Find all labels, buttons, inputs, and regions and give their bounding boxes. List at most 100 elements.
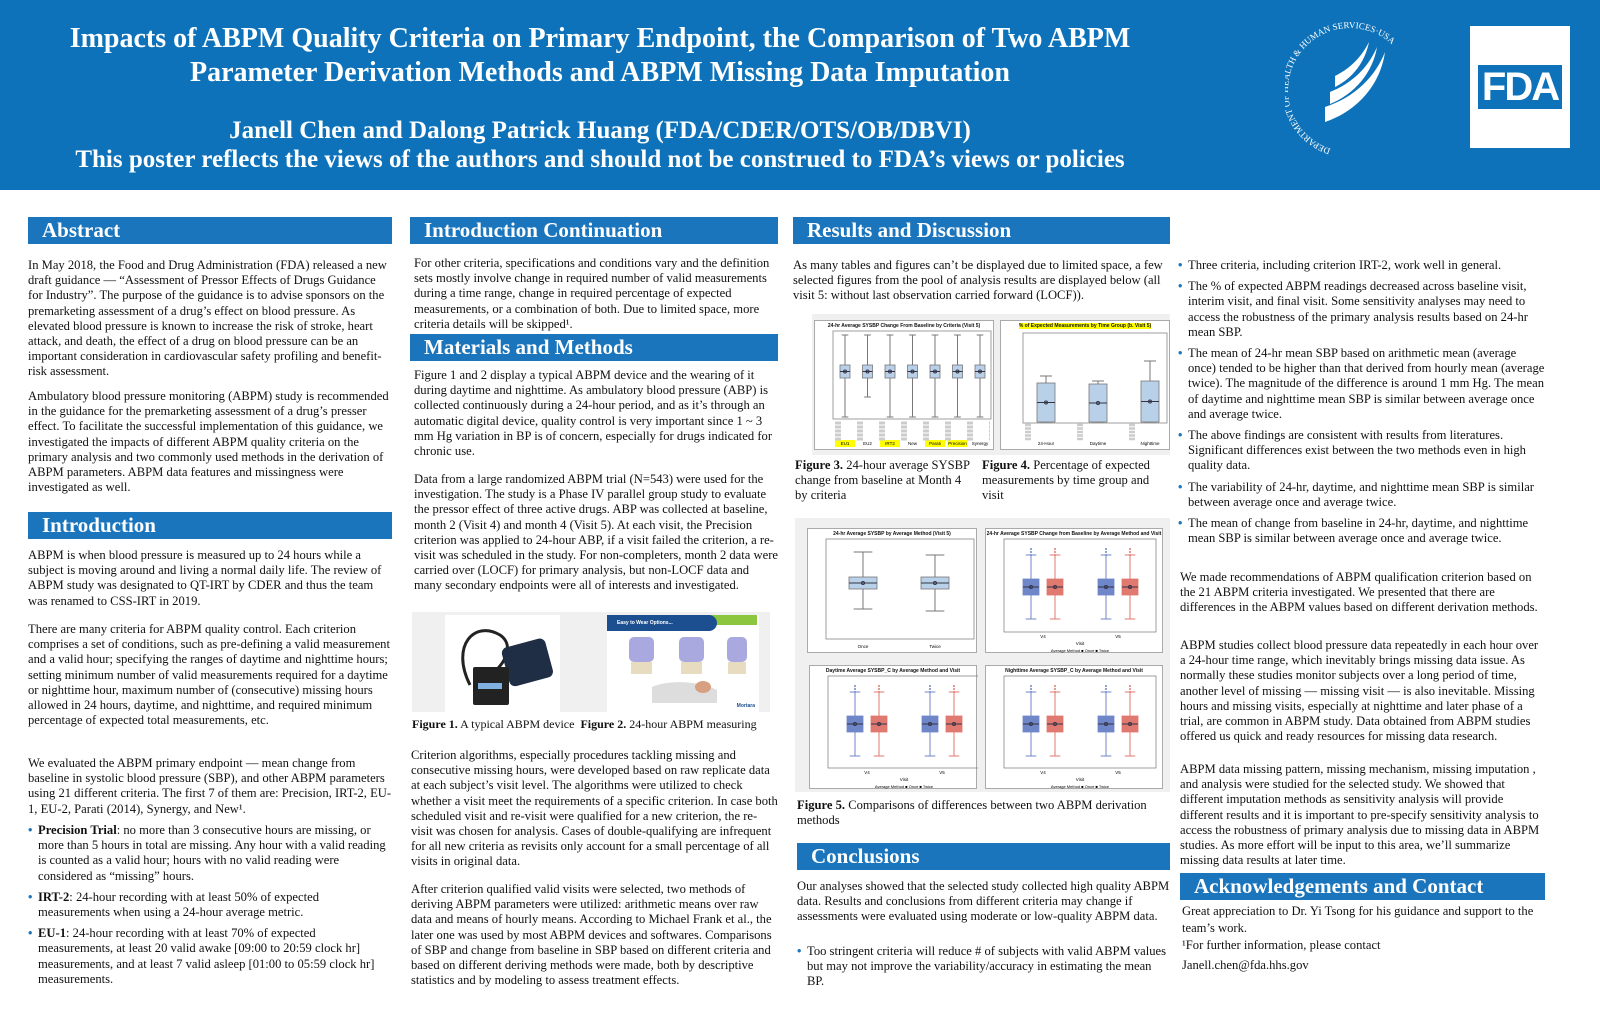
wear-banner: Easy to Wear Options... [607,615,717,631]
conclusions-p1: Our analyses showed that the selected st… [797,879,1170,924]
outlier-point [878,685,880,687]
category-label: Synergy [972,441,989,446]
mean-marker [1128,722,1132,726]
category-label: Parati [929,441,941,446]
category-label: Daytime [1090,441,1107,446]
criteria-item: EU-1: 24-hour recording with at least 70… [28,926,392,987]
outlier-point [1105,688,1107,690]
visit-label: V4 [1040,770,1046,775]
outlier-point [929,691,931,693]
outlier-point [1105,685,1107,687]
outlier-point [953,688,955,690]
finding-item: The mean of 24-hr mean SBP based on arit… [1178,346,1545,422]
acknowledgements-p1: Great appreciation to Dr. Yi Tsong for h… [1182,904,1534,935]
introduction-p3: We evaluated the ABPM primary endpoint —… [28,756,392,816]
methods-p4: After criterion qualified valid visits w… [411,882,772,988]
outlier-point [929,688,931,690]
figure-5-panel: 24-hr Average SYSBP by Average Method (V… [795,518,1170,792]
criteria-item: IRT-2: 24-hour recording with at least 5… [28,890,392,920]
figure-5c: Daytime Average SYSBP_C by Average Metho… [809,665,978,789]
outlier-point [1105,551,1107,553]
figure-4-title: % of Expected Measurements by Time Group… [1018,323,1152,329]
x-axis-label: Visit [900,777,909,782]
mean-marker [910,369,915,374]
fda-logo: FDA [1470,26,1570,148]
figure-5b-title: 24-hr Average SYSBP Change from Baseline… [986,531,1162,537]
outlier-point [854,691,856,693]
outlier-point [878,691,880,693]
contact-text: ¹For further information, please contact [1182,938,1381,952]
intro-continuation-p1: For other criteria, specifications and c… [414,256,770,331]
category-label: Once [858,644,869,649]
results-heading: Results and Discussion [793,217,1170,244]
poster-title-line2: Parameter Derivation Methods and ABPM Mi… [190,57,1010,88]
outlier-point [1054,551,1056,553]
mean-marker [933,581,937,585]
category-label: EU2 [863,441,872,446]
figure-5-caption: Figure 5. Comparisons of differences bet… [797,798,1147,828]
abstract-p1: In May 2018, the Food and Drug Administr… [28,258,387,379]
figure-4-boxplot: % of Expected Measurements by Time Group… [1000,320,1170,450]
plot-frame [1022,332,1168,424]
category-label: New [908,441,918,446]
outlier-point [1030,551,1032,553]
x-axis-label: Visit [1076,641,1085,646]
outlier-point [1030,554,1032,556]
mean-marker [1104,722,1108,726]
plot-frame [832,330,992,420]
figure-3-caption: Figure 3. 24-hour average SYSBP change f… [795,458,970,503]
outlier-point [929,685,931,687]
finding-item: The mean of change from baseline in 24-h… [1178,516,1545,546]
abstract-heading: Abstract [28,217,392,244]
finding-item: The above findings are consistent with r… [1178,428,1545,474]
mean-marker [1053,585,1057,589]
visit-label: V4 [864,770,870,775]
legend: Average Method ■ Once ■ Twice [1051,784,1110,789]
acknowledgements-heading: Acknowledgements and Contact [1180,873,1545,900]
figure-1-2-caption: Figure 1. A typical ABPM device Figure 2… [412,717,757,731]
category-label: 24-Hour [1038,441,1055,446]
mean-marker [888,369,892,374]
outlier-point [1105,554,1107,556]
introduction-heading: Introduction [28,512,392,539]
figure-5a: 24-hr Average SYSBP by Average Method (V… [807,528,977,653]
outlier-point [1054,554,1056,556]
mean-marker [1096,401,1100,405]
legend: Average Method ■ Once ■ Twice [1051,648,1110,653]
abpm-device-image [445,615,560,712]
results-findings-list: Three criteria, including criterion IRT-… [1178,258,1545,552]
results-p4: ABPM data missing pattern, missing mecha… [1180,762,1540,868]
outlier-point [1054,685,1056,687]
conclusions-list: Too stringent criteria will reduce # of … [797,944,1170,996]
outlier-point [953,691,955,693]
mean-marker [1053,722,1057,726]
mean-marker [1128,585,1132,589]
results-p1: As many tables and figures can’t be disp… [793,258,1163,303]
figure-3-boxplot: 24-hr Average SYSBP Change From Baseline… [814,320,994,450]
outlier-point [1054,548,1056,550]
mean-marker [1148,399,1152,404]
mean-marker [877,722,881,726]
mean-marker [955,369,960,374]
disclaimer: This poster reflects the views of the au… [75,146,1125,173]
visit-label: V5 [939,770,945,775]
introduction-p2: There are many criteria for ABPM quality… [28,622,390,728]
mortara-logo: Mortara [736,703,755,709]
mean-marker [853,722,857,726]
plot-frame [827,675,978,769]
category-label: Precision [948,441,967,446]
plot-frame [825,538,975,640]
x-axis-label: Visit [1076,777,1085,782]
wearing-options-image: Easy to Wear Options... Mortara [607,615,759,712]
contact-email[interactable]: Janell.chen@fda.hhs.gov [1182,958,1309,972]
outlier-point [953,685,955,687]
outlier-point [1129,685,1131,687]
criteria-item: Precision Trial: no more than 3 consecut… [28,823,392,884]
figure-5d-title: Nighttime Average SYSBP_C by Average Met… [1005,668,1143,674]
methods-heading: Materials and Methods [410,334,778,361]
mean-marker [928,722,932,726]
outlier-point [1030,548,1032,550]
conclusions-heading: Conclusions [797,843,1170,870]
outlier-point [1129,548,1131,550]
figure-3-title: 24-hr Average SYSBP Change From Baseline… [827,323,981,329]
